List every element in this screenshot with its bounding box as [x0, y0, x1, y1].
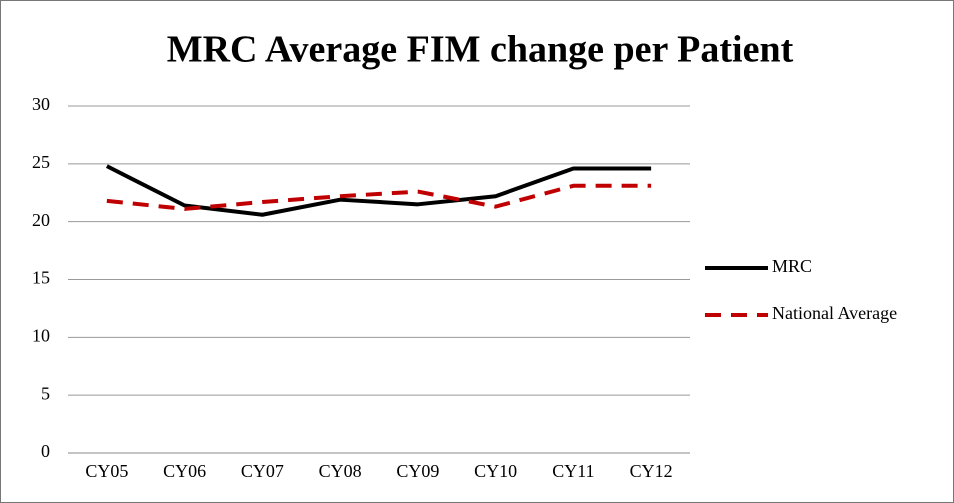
- x-tick-label: CY07: [241, 461, 284, 481]
- y-tick-label: 5: [41, 383, 50, 403]
- x-tick-label: CY11: [552, 461, 594, 481]
- series-line: [106, 183, 652, 211]
- legend-label: MRC: [772, 256, 812, 276]
- y-tick-label: 15: [32, 268, 50, 288]
- legend-label: National Average: [772, 303, 897, 323]
- y-tick-label: 10: [32, 325, 50, 345]
- chart-title: MRC Average FIM change per Patient: [167, 29, 794, 71]
- x-tick-label: CY10: [474, 461, 517, 481]
- y-tick-label: 25: [32, 152, 50, 172]
- x-tick-label: CY09: [396, 461, 439, 481]
- x-tick-label: CY12: [630, 461, 673, 481]
- y-tick-label: 30: [32, 94, 50, 114]
- y-tick-label: 20: [32, 210, 50, 230]
- x-tick-label: CY06: [163, 461, 206, 481]
- x-tick-label: CY05: [85, 461, 128, 481]
- x-tick-label: CY08: [319, 461, 362, 481]
- y-tick-label: 0: [41, 441, 50, 461]
